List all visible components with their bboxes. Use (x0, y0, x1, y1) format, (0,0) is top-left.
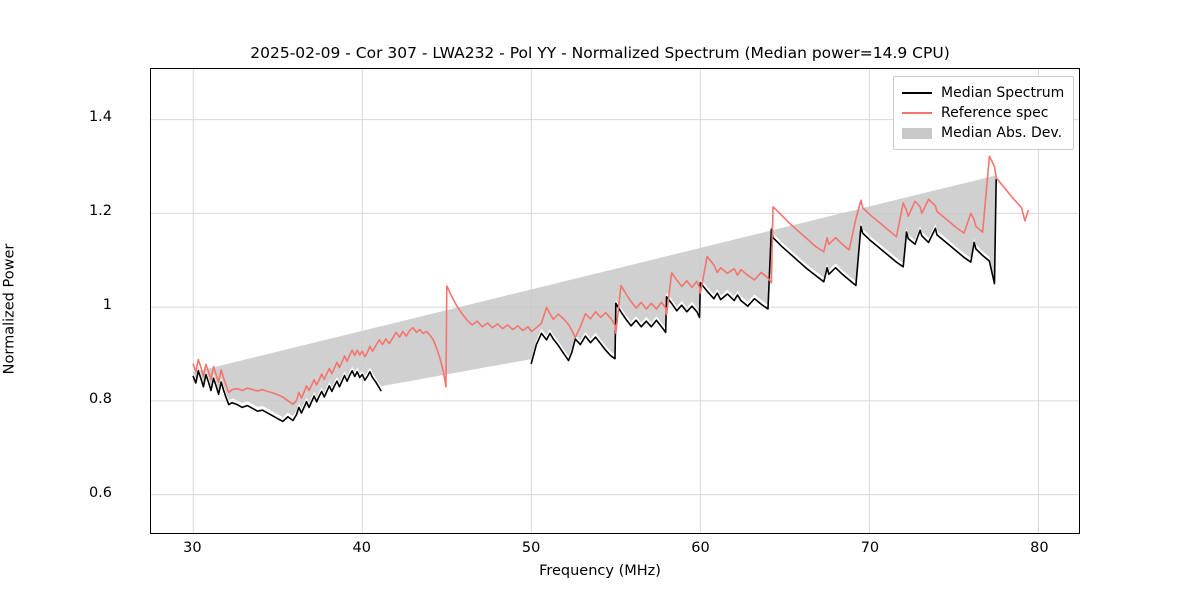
x-tick-label: 60 (691, 540, 710, 556)
series-lines (193, 156, 1028, 421)
y-tick-label: 0.6 (88, 485, 112, 502)
legend-swatch-patch-icon (902, 126, 932, 140)
legend-label: Median Spectrum (941, 85, 1065, 101)
legend-swatch-line-icon (902, 106, 932, 120)
legend-item-reference-spec: Reference spec (902, 103, 1064, 123)
median-abs-dev-band (193, 175, 997, 418)
x-axis-label: Frequency (MHz) (539, 563, 661, 579)
y-tick-label: 1 (102, 297, 112, 314)
x-tick-label: 80 (1030, 540, 1049, 556)
plot-svg (151, 69, 1079, 533)
y-axis-label: Normalized Power (1, 243, 18, 375)
legend-swatch-line-icon (902, 86, 932, 100)
y-tick-label: 0.8 (88, 391, 112, 408)
y-tick-label: 1.2 (88, 202, 112, 219)
legend-item-median-abs-dev: Median Abs. Dev. (902, 123, 1064, 143)
x-tick-label: 70 (860, 540, 880, 556)
legend-label: Reference spec (941, 105, 1049, 121)
legend-item-median-spectrum: Median Spectrum (902, 83, 1064, 103)
chart-legend: Median Spectrum Reference spec Median Ab… (893, 76, 1075, 150)
x-tick-label: 50 (521, 540, 541, 556)
y-tick-label: 1.4 (88, 108, 112, 125)
x-tick-label: 30 (183, 540, 202, 556)
chart-title: 2025-02-09 - Cor 307 - LWA232 - Pol YY -… (250, 44, 950, 62)
legend-label: Median Abs. Dev. (941, 125, 1063, 141)
x-tick-label: 40 (352, 540, 371, 556)
